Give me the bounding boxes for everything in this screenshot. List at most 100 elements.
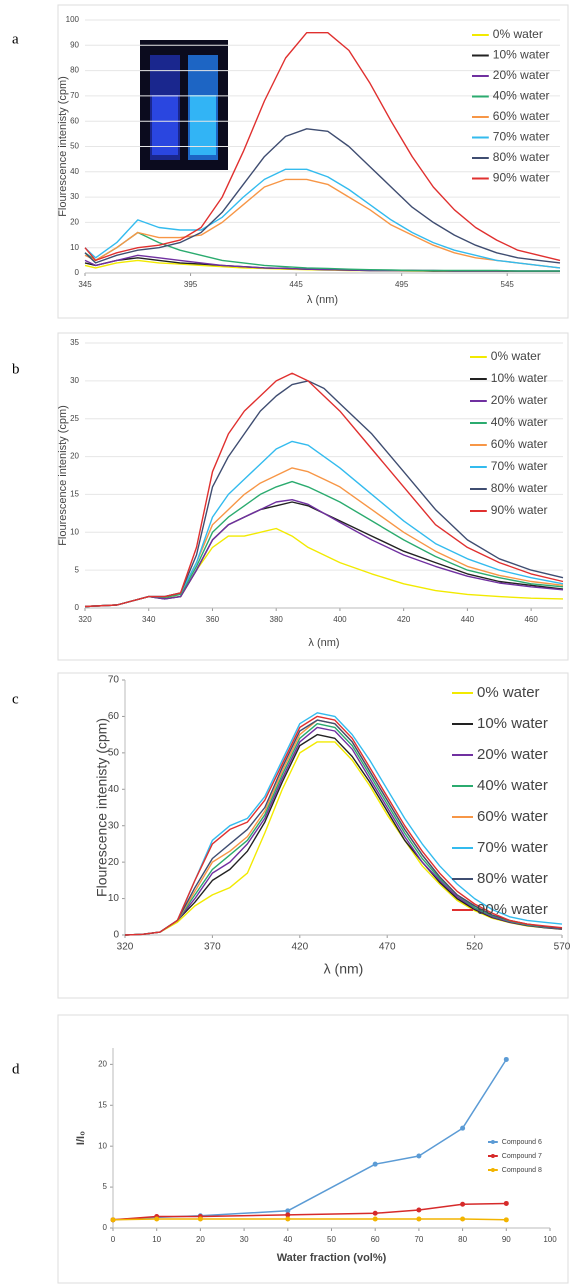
y-axis-label: Flourescence intenisty (cpm)	[94, 718, 110, 897]
y-tick-label: 40	[70, 167, 79, 176]
x-tick-label: 320	[78, 615, 92, 624]
x-tick-label: 520	[466, 942, 483, 953]
legend-label: 80% water	[477, 870, 548, 887]
legend-label: 0% water	[491, 349, 541, 363]
x-tick-label: 400	[333, 615, 347, 624]
point	[416, 1153, 422, 1159]
legend-marker	[490, 1168, 495, 1172]
y-tick-label: 35	[70, 338, 79, 347]
point	[197, 1216, 203, 1222]
series-line	[84, 480, 564, 608]
series-line	[84, 231, 560, 272]
y-tick-label: 5	[75, 565, 80, 574]
legend-label: 10% water	[491, 371, 548, 385]
legend-label: 80% water	[493, 150, 550, 164]
y-tick-label: 30	[70, 192, 79, 201]
legend-label: 40% water	[493, 89, 550, 103]
y-tick-label: 0	[103, 1223, 108, 1232]
legend-label: 10% water	[477, 715, 548, 732]
x-axis-label: Water fraction (vol%)	[277, 1252, 387, 1264]
point	[154, 1216, 160, 1222]
y-tick-label: 50	[70, 142, 79, 151]
inset-photo	[140, 40, 228, 170]
y-tick-label: 10	[98, 1141, 107, 1150]
series-line	[84, 168, 561, 269]
x-tick-label: 470	[379, 942, 396, 953]
legend-label: 40% water	[477, 777, 548, 794]
panel-label: c	[12, 691, 19, 707]
x-tick-label: 440	[461, 615, 475, 624]
legend-label: 70% water	[493, 130, 550, 144]
legend-label: 60% water	[491, 437, 548, 451]
panel-label: a	[12, 31, 19, 47]
y-tick-label: 0	[75, 268, 80, 277]
y-tick-label: 100	[66, 15, 80, 24]
y-tick-label: 10	[70, 243, 79, 252]
series-line	[84, 128, 561, 264]
y-tick-label: 40	[108, 784, 120, 795]
point	[372, 1161, 378, 1167]
legend-label: 0% water	[477, 684, 540, 701]
y-axis-label: Flourescence intenisty (cpm)	[57, 405, 69, 546]
panel-frame	[57, 332, 569, 661]
y-tick-label: 20	[98, 1059, 107, 1068]
point	[372, 1210, 378, 1216]
series-line	[84, 499, 564, 608]
y-tick-label: 70	[70, 91, 79, 100]
legend-label: 20% water	[491, 393, 548, 407]
point	[285, 1208, 291, 1214]
series-line	[124, 726, 563, 936]
y-tick-label: 0	[75, 603, 80, 612]
y-tick-label: 60	[108, 711, 120, 722]
y-tick-label: 20	[108, 857, 120, 868]
point	[460, 1125, 466, 1131]
x-tick-label: 370	[204, 942, 221, 953]
y-tick-label: 15	[98, 1100, 107, 1109]
legend-label: 80% water	[491, 481, 548, 495]
panel-frame	[57, 4, 569, 319]
x-tick-label: 545	[501, 280, 515, 289]
point	[503, 1217, 509, 1223]
panel-label: b	[12, 361, 20, 377]
x-tick-label: 495	[395, 280, 409, 289]
panel-frame	[57, 672, 569, 999]
legend-label: 10% water	[493, 48, 550, 62]
series-line	[84, 372, 564, 608]
legend-label: 90% water	[493, 171, 550, 185]
panel-label: d	[12, 1061, 20, 1077]
point	[460, 1216, 466, 1222]
x-tick-label: 445	[289, 280, 303, 289]
legend-label: 20% water	[477, 746, 548, 763]
legend-label: 20% water	[493, 68, 550, 82]
legend-label: 60% water	[493, 109, 550, 123]
y-axis-label: Flourescence intenisty (cpm)	[57, 76, 69, 217]
legend-label: 70% water	[477, 839, 548, 856]
series-line	[112, 1218, 507, 1221]
y-tick-label: 5	[103, 1182, 108, 1191]
legend-label: Compound 7	[502, 1153, 542, 1160]
point	[503, 1200, 509, 1206]
point	[285, 1216, 291, 1222]
legend-label: 70% water	[491, 459, 548, 473]
point	[110, 1217, 116, 1223]
legend-label: 90% water	[491, 503, 548, 517]
legend-label: 60% water	[477, 808, 548, 825]
x-tick-label: 70	[414, 1235, 423, 1244]
x-axis-label: λ (nm)	[324, 961, 364, 977]
x-tick-label: 420	[397, 615, 411, 624]
x-tick-label: 20	[196, 1235, 205, 1244]
point	[285, 1212, 291, 1218]
x-tick-label: 395	[184, 280, 198, 289]
x-tick-label: 420	[291, 942, 308, 953]
x-tick-label: 100	[543, 1235, 557, 1244]
x-tick-label: 30	[240, 1235, 249, 1244]
x-tick-label: 340	[142, 615, 156, 624]
x-tick-label: 40	[283, 1235, 292, 1244]
series-line	[124, 723, 563, 936]
x-tick-label: 10	[152, 1235, 161, 1244]
y-tick-label: 50	[108, 747, 120, 758]
legend-label: Compound 6	[502, 1139, 542, 1146]
legend-label: 0% water	[493, 27, 543, 41]
y-tick-label: 20	[70, 452, 79, 461]
